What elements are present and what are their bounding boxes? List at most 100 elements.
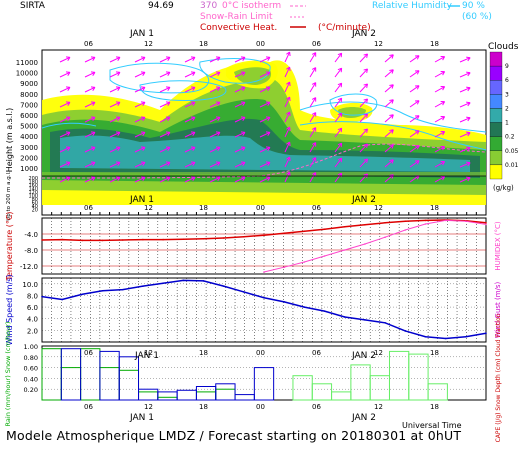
wind-point	[222, 285, 225, 287]
wind-arrow-head	[117, 57, 121, 61]
wind-arrow-head	[466, 176, 471, 179]
day-label-top-2: JAN 2	[351, 29, 376, 39]
hour-tick-precip: 00	[256, 349, 265, 357]
wind-arrow-head	[467, 72, 471, 77]
temp-point	[263, 234, 265, 236]
wind-point	[323, 310, 326, 312]
wind-point	[121, 288, 124, 291]
colorbar-swatch	[489, 164, 503, 180]
wind-arrow	[84, 86, 96, 93]
temp-point	[61, 238, 63, 241]
colorbar-level: 3	[505, 91, 509, 98]
wind-arrow	[259, 116, 271, 123]
wind-point	[61, 298, 63, 301]
hour-tick-top: 18	[199, 40, 208, 48]
wind-arrow	[134, 116, 146, 123]
wind-arrow-head	[311, 82, 316, 85]
wind-arrow	[359, 53, 368, 63]
wind-arrow-head	[391, 99, 394, 104]
wind-arrow	[459, 147, 471, 153]
wind-arrow	[234, 116, 246, 123]
y-tick-agl: 20	[32, 208, 38, 214]
wind-arrow-head	[67, 102, 71, 106]
wind-arrow-head	[142, 117, 146, 121]
wind-arrow	[109, 101, 121, 108]
wind-arrow	[284, 96, 291, 108]
wind-arrow-head	[363, 83, 368, 86]
temp-point	[41, 239, 43, 241]
wind-arrow-head	[286, 81, 290, 85]
wind-arrow-head	[286, 51, 290, 55]
wind-arrow	[334, 172, 343, 183]
wind-arrow	[84, 146, 96, 153]
hour-tick-bottom: 18	[430, 403, 439, 411]
wind-arrow	[209, 71, 221, 78]
precip-y-tick: 0.80	[24, 354, 38, 362]
precip-y-tick: 0.20	[24, 386, 38, 394]
wind-arrow	[434, 146, 445, 153]
legend-rh: Relative Humidity	[372, 1, 453, 11]
colorbar-level: 0.01	[505, 162, 519, 169]
wind-arrow	[334, 67, 343, 78]
wind-arrow	[309, 67, 317, 78]
wind-arrow	[134, 161, 146, 168]
y-tick-agl: 80	[32, 197, 38, 203]
wind-point	[283, 301, 285, 303]
rh-contour-2	[139, 80, 227, 101]
wind-arrow	[159, 86, 171, 93]
hour-tick-top: 06	[312, 40, 321, 48]
wind-arrow	[159, 176, 171, 183]
wind-arrow-head	[366, 113, 368, 118]
precip-bar	[427, 383, 448, 401]
wind-arrow-head	[242, 87, 246, 91]
wind-arrow	[459, 162, 471, 168]
wind-arrow-head	[363, 173, 368, 176]
wind-arrow	[459, 132, 471, 138]
wind-arrow-head	[267, 87, 271, 91]
precip-panel-frame	[41, 345, 487, 401]
wind-arrow	[259, 161, 271, 168]
legend-snow-rain: Snow-Rain Limit	[200, 12, 273, 22]
wind-arrow-head	[391, 159, 394, 164]
rh-contours	[41, 58, 487, 151]
temp-point	[485, 222, 487, 224]
wind-arrow-head	[467, 177, 471, 182]
wind-arrow-head	[363, 113, 368, 116]
wind-arrow	[159, 101, 171, 108]
wind-arrow-head	[267, 177, 271, 181]
wind-arrow	[359, 128, 368, 138]
hour-tick-top: 12	[144, 40, 153, 48]
wind-arrow	[284, 51, 291, 63]
wind-arrow-head	[92, 87, 96, 91]
wind-arrow	[134, 71, 146, 78]
wind-arrow	[384, 69, 394, 78]
temp-point	[142, 238, 144, 241]
wind-arrow	[434, 176, 445, 183]
precip-bar	[60, 348, 82, 401]
temp-point	[343, 249, 346, 251]
temp-point	[343, 226, 346, 228]
wind-y-tick: 2.0	[27, 327, 38, 335]
wind-arrow	[259, 71, 271, 78]
wind-arrow-head	[467, 117, 471, 122]
colorbar-swatch	[489, 150, 503, 166]
wind-arrow	[259, 146, 271, 153]
gust-ylabel: Wind Gust (m/s)	[494, 281, 502, 338]
hour-tick-bottom: 18	[199, 403, 208, 411]
wind-arrow	[184, 71, 196, 78]
wind-arrow	[409, 175, 420, 183]
wind-arrow	[134, 86, 146, 93]
y-tick-agl: 60	[32, 201, 38, 207]
y-tick-agl: 180	[28, 180, 38, 186]
colorbar-swatch	[489, 136, 503, 151]
wind-arrow-head	[389, 114, 394, 116]
wind-point	[243, 291, 245, 293]
temp-point	[162, 238, 164, 241]
legend-convective: Convective Heat.	[200, 23, 277, 33]
y-tick-agl: 40	[32, 204, 38, 210]
wind-arrow	[309, 127, 317, 138]
wind-arrow	[434, 56, 445, 63]
wind-arrows	[59, 51, 471, 183]
wind-arrow-head	[217, 102, 221, 106]
wind-arrow	[109, 146, 121, 153]
